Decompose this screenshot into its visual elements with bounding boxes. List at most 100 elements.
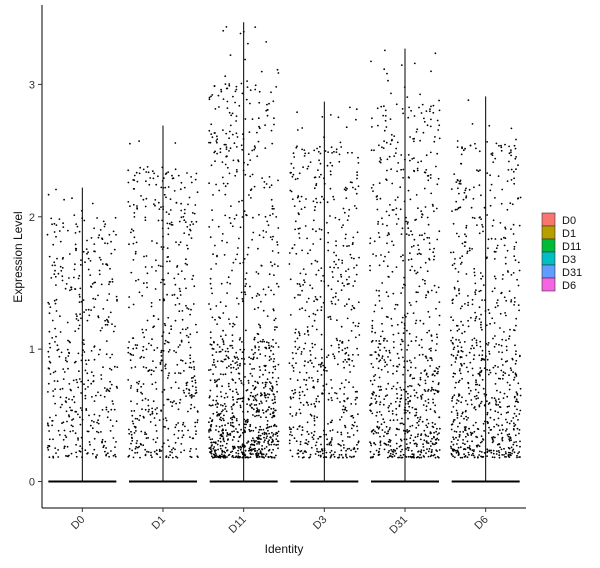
data-point	[91, 396, 93, 398]
data-point	[476, 383, 479, 386]
data-point	[466, 252, 469, 255]
data-point	[291, 364, 294, 367]
data-point	[164, 186, 167, 189]
data-point	[346, 448, 349, 450]
data-point	[78, 296, 81, 298]
data-point	[240, 382, 243, 384]
data-point	[127, 455, 130, 458]
data-point	[242, 410, 245, 413]
data-point	[421, 346, 423, 349]
data-point	[274, 365, 277, 368]
data-point	[493, 275, 496, 278]
data-point	[418, 420, 420, 423]
data-point	[374, 331, 377, 334]
data-point	[158, 448, 161, 451]
data-point	[316, 380, 319, 383]
points-D6	[449, 99, 522, 459]
data-point	[211, 136, 214, 139]
data-point	[460, 415, 463, 417]
data-point	[220, 335, 222, 338]
data-point	[91, 202, 94, 205]
data-point	[407, 455, 410, 458]
data-point	[267, 456, 270, 458]
data-point	[385, 141, 388, 144]
data-point	[297, 227, 300, 230]
data-point	[379, 401, 382, 403]
data-point	[514, 259, 517, 262]
data-point	[379, 440, 382, 443]
data-point	[222, 417, 224, 420]
data-point	[395, 407, 398, 410]
data-point	[273, 263, 276, 266]
data-point	[225, 148, 228, 151]
data-point	[248, 449, 250, 452]
data-point	[297, 449, 300, 452]
data-point	[513, 441, 515, 444]
data-point	[325, 451, 328, 454]
data-point	[178, 243, 180, 246]
data-point	[245, 272, 248, 274]
data-point	[132, 188, 135, 190]
data-point	[323, 182, 326, 185]
data-point	[56, 257, 58, 260]
data-point	[235, 316, 238, 318]
data-point	[333, 266, 335, 269]
data-point	[404, 432, 406, 435]
data-point	[379, 349, 381, 351]
data-point	[231, 421, 234, 424]
data-point	[168, 260, 171, 263]
data-point	[423, 449, 425, 452]
data-point	[239, 32, 242, 35]
data-point	[84, 388, 87, 390]
data-point	[327, 241, 329, 244]
data-point	[435, 291, 438, 294]
data-point	[228, 84, 231, 87]
data-point	[488, 124, 491, 127]
data-point	[174, 448, 176, 451]
data-point	[264, 293, 267, 296]
data-point	[345, 303, 348, 306]
data-point	[289, 314, 292, 316]
data-point	[373, 149, 375, 152]
data-point	[436, 390, 439, 393]
data-point	[457, 446, 460, 449]
data-point	[298, 397, 301, 400]
data-point	[419, 438, 422, 441]
data-point	[474, 282, 477, 285]
data-point	[237, 247, 239, 249]
data-point	[217, 413, 220, 415]
data-point	[224, 185, 227, 188]
data-point	[378, 340, 381, 342]
data-point	[480, 218, 482, 221]
data-point	[393, 455, 396, 457]
data-point	[418, 252, 421, 255]
data-point	[387, 451, 390, 454]
data-point	[141, 408, 143, 411]
data-point	[290, 397, 292, 400]
data-point	[107, 452, 109, 455]
data-point	[413, 238, 416, 241]
data-point	[383, 346, 386, 349]
data-point	[510, 369, 513, 372]
data-point	[497, 175, 500, 178]
data-point	[177, 387, 180, 389]
data-point	[510, 420, 513, 422]
data-point	[55, 284, 57, 286]
data-point	[424, 171, 427, 174]
data-point	[227, 350, 230, 353]
data-point	[159, 363, 162, 365]
data-point	[209, 236, 212, 239]
data-point	[412, 312, 415, 314]
data-point	[218, 106, 220, 108]
data-point	[130, 430, 132, 433]
data-point	[246, 86, 249, 88]
data-point	[260, 400, 262, 403]
data-point	[216, 443, 219, 446]
data-point	[451, 336, 454, 339]
data-point	[517, 197, 520, 200]
data-point	[336, 431, 339, 433]
data-point	[77, 439, 79, 441]
data-point	[162, 205, 165, 208]
data-point	[162, 425, 165, 428]
